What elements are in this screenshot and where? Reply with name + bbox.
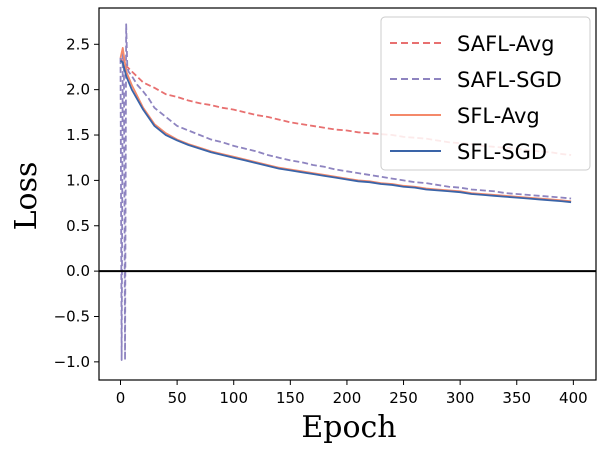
y-axis: −1.0 −0.5 0.0 0.5 1.0 1.5 2.0 2.5 xyxy=(54,35,99,371)
x-tick-label: 200 xyxy=(333,389,362,407)
legend-label-safl-sgd: SAFL-SGD xyxy=(457,68,562,92)
x-tick-label: 100 xyxy=(219,389,248,407)
legend-label-sfl-avg: SFL-Avg xyxy=(457,104,540,128)
y-tick-label: 2.0 xyxy=(66,81,90,99)
x-axis: 0 50 100 150 200 250 300 350 400 xyxy=(116,380,588,407)
plot-frame xyxy=(98,7,597,381)
series-line-safl-sgd xyxy=(119,23,572,361)
y-axis-title: Loss xyxy=(9,162,44,231)
legend: SAFL-Avg SAFL-SGD SFL-Avg SFL-SGD xyxy=(380,16,591,171)
x-tick-label: 0 xyxy=(116,389,126,407)
series-line-sfl-sgd xyxy=(119,59,572,204)
x-tick-label: 300 xyxy=(446,389,475,407)
y-tick-label: 2.5 xyxy=(66,35,90,53)
y-tick-label: 0.0 xyxy=(66,262,90,280)
x-tick-label: 350 xyxy=(502,389,531,407)
x-tick-label: 50 xyxy=(168,389,187,407)
y-tick-label: −1.0 xyxy=(54,353,90,371)
y-tick-label: 1.0 xyxy=(66,171,90,189)
legend-box xyxy=(380,16,591,171)
x-axis-title: Epoch xyxy=(301,410,396,445)
x-tick-label: 400 xyxy=(559,389,588,407)
legend-label-safl-avg: SAFL-Avg xyxy=(457,32,555,56)
legend-label-sfl-sgd: SFL-SGD xyxy=(457,140,547,164)
y-tick-label: 0.5 xyxy=(66,217,90,235)
x-tick-label: 150 xyxy=(276,389,305,407)
y-tick-label: −0.5 xyxy=(54,307,90,325)
y-tick-label: 1.5 xyxy=(66,126,90,144)
x-tick-label: 250 xyxy=(389,389,418,407)
